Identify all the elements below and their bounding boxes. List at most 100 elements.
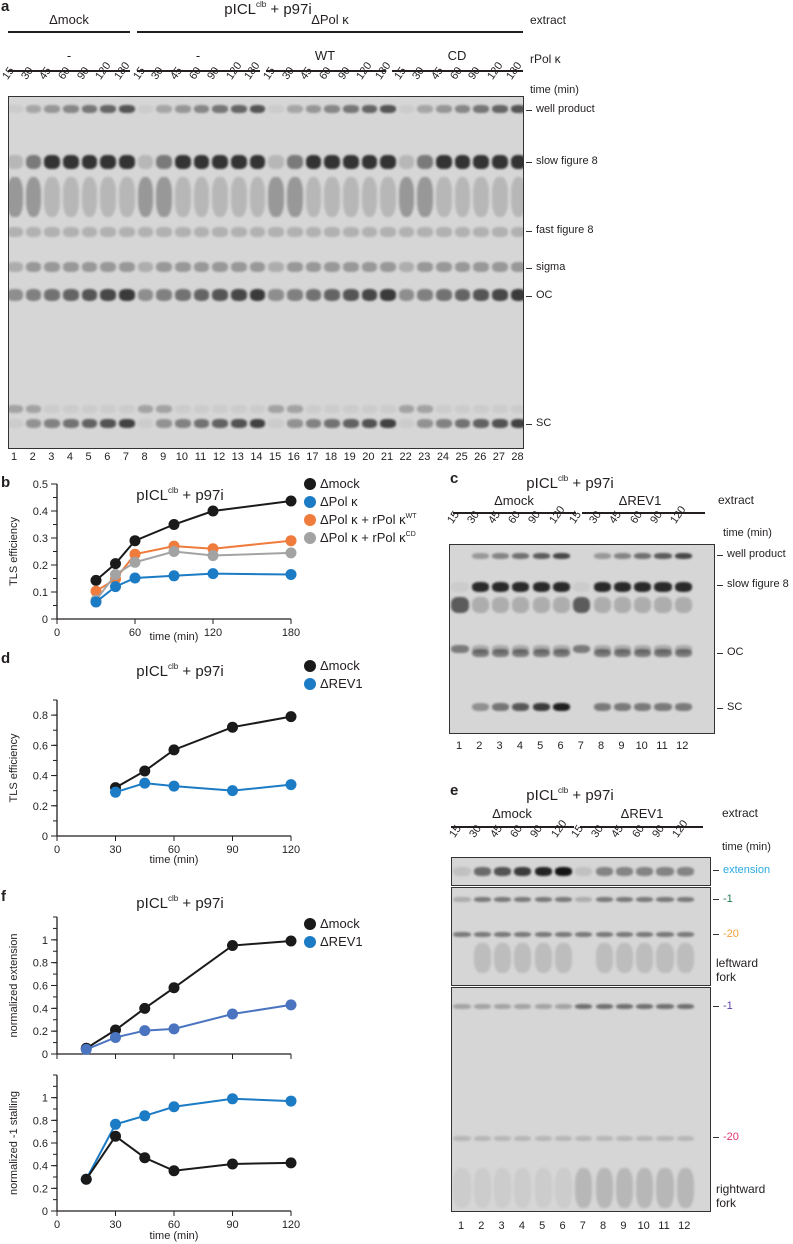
group-mock: Δmock [492,806,532,821]
gel-band [193,419,210,428]
gel-band [212,289,228,301]
gel-band [324,105,340,113]
gel-band [512,703,530,711]
gel-band [398,262,415,272]
lane-number: 2 [29,451,36,463]
gel-band [510,155,523,169]
band-label: SC [727,701,743,713]
gel-band [654,703,672,711]
gel-image-e-extension [451,857,711,886]
data-point [90,574,102,586]
lane-number: 6 [557,740,564,752]
gel-band [100,262,117,272]
gel-band [100,177,117,217]
gel-band [44,419,61,428]
x-axis-label: time (min) [150,631,199,643]
gel-band [512,597,530,613]
group-line [137,31,523,33]
data-point [227,785,238,797]
title-b: pICLclb + p97i [136,486,224,504]
gel-band [9,289,23,301]
gel-band [471,597,489,613]
gel-band [473,155,490,169]
gel-band [593,582,611,592]
gel-band [636,1168,654,1208]
time-label: time (min) [530,84,579,96]
gel-band [613,553,631,559]
y-tick-label: 0.6 [33,1138,48,1150]
lane-number: 11 [658,1220,670,1232]
gel-band [361,405,378,413]
gel-band [193,405,210,413]
gel-band [398,289,415,301]
extract-label: extract [718,493,755,507]
gel-band [137,262,154,272]
lane-number: 12 [678,1220,691,1232]
legend-marker-icon [304,659,316,672]
gel-band [595,943,613,973]
group-rev1: ΔREV1 [620,806,664,821]
y-tick-label: 0 [42,1049,48,1061]
gel-band [492,649,510,657]
gel-band [137,227,154,237]
extract-label: extract [722,806,759,820]
gel-band [494,1004,512,1009]
y-tick-label: 0.4 [33,506,48,518]
gel-band [634,703,652,711]
gel-band [175,155,191,169]
gel-band [654,553,672,559]
rightward-fork-label: fork [716,1196,737,1210]
gel-band [230,105,247,113]
gel-band [615,932,633,937]
band-label: slow figure 8 [727,578,789,590]
gel-band [676,1136,694,1141]
gel-band [532,703,550,711]
gel-band [25,419,42,428]
data-point [110,568,121,580]
gel-band [575,1168,593,1208]
y-tick-label: 0.8 [33,710,48,722]
x-tick-label: 30 [109,844,121,856]
gel-band [230,419,247,428]
gel-band [9,105,23,113]
gel-band [676,932,694,937]
gel-band [471,553,489,559]
gel-band [656,1168,674,1208]
gel-band [81,262,98,272]
gel-band [100,419,117,428]
x-tick-label: 120 [282,844,300,856]
gel-band [512,649,530,657]
gel-image-a [8,96,524,449]
gel-band [534,867,552,876]
gel-band [286,262,303,272]
gel-band [175,227,191,237]
gel-band [137,155,154,169]
data-point [168,780,180,792]
gel-band [471,645,489,653]
lane-number: 8 [598,740,605,752]
y-tick-label: 0.2 [33,1026,48,1038]
gel-band [156,405,173,413]
gel-band [674,582,692,592]
series-line [95,550,292,601]
gel-band [552,582,571,592]
lane-number: 24 [436,451,450,463]
gel-band [380,227,396,237]
gel-band [473,262,490,272]
gel-band [324,227,340,237]
gel-band [471,703,489,711]
panel-label-b: b [1,474,11,491]
y-tick-label: 0 [42,1206,48,1218]
gel-band [453,932,471,937]
gel-band [552,553,571,559]
lane-number: 22 [399,451,412,463]
gel-band [417,227,434,237]
series-line [115,715,292,789]
x-tick-label: 90 [226,1219,238,1231]
gel-band [417,405,434,413]
gel-band [286,155,303,169]
gel-band [473,227,490,237]
gel-band [212,262,228,272]
gel-band [361,419,378,428]
band-tick [526,268,532,269]
